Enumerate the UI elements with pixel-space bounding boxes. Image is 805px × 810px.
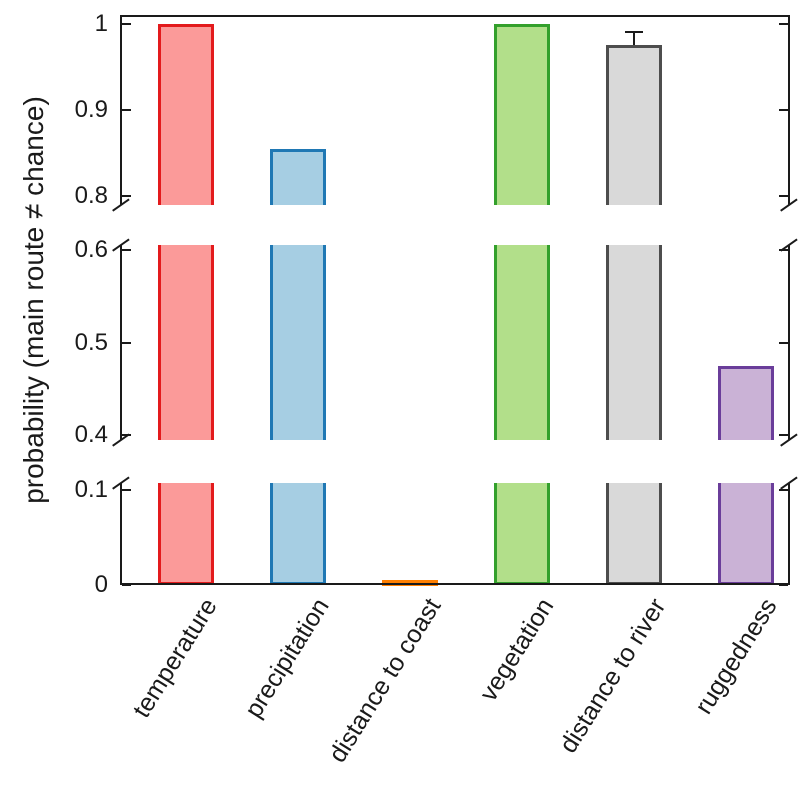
y-tick-mark	[122, 248, 131, 251]
y-tick-label-0.4: 0.4	[74, 421, 108, 449]
bar-temperature	[158, 23, 214, 205]
error-bar-line-distance-to-river	[633, 32, 635, 46]
bar-distance-to-river	[606, 245, 662, 440]
y-tick-mark	[779, 434, 788, 437]
axis-segment-1: 0.4 0.5 0.6	[75, 237, 798, 447]
x-tick-label-ruggedness: ruggedness	[689, 593, 783, 720]
x-tick-label-temperature: temperature	[127, 593, 223, 723]
y-tick-mark	[779, 22, 788, 25]
bar-temperature	[158, 245, 214, 440]
y-tick-mark	[779, 584, 788, 586]
y-tick-mark	[122, 22, 131, 25]
bar-ruggedness	[718, 483, 774, 585]
y-tick-label-0.6: 0.6	[74, 235, 108, 263]
error-bar-cap-distance-to-river	[625, 31, 643, 34]
bar-temperature	[158, 483, 214, 585]
bar-vegetation	[494, 483, 550, 585]
y-tick-label-0.5: 0.5	[74, 328, 108, 356]
bar-vegetation	[494, 245, 550, 440]
bar-ruggedness	[718, 365, 774, 440]
y-tick-mark	[122, 584, 131, 586]
y-tick-mark	[122, 341, 131, 344]
y-axis-right-spine	[788, 15, 790, 205]
y-tick-mark	[122, 195, 131, 198]
bar-distance-to-river	[606, 45, 662, 205]
y-tick-mark	[779, 109, 788, 111]
axis-segment-2: 0 0.1	[75, 476, 798, 597]
bar-vegetation	[494, 23, 550, 205]
y-tick-label-0: 0	[94, 571, 108, 598]
bar-precipitation	[270, 148, 326, 205]
bar-distance-to-river	[606, 483, 662, 585]
y-axis-right-spine	[788, 245, 790, 440]
x-tick-label-distance-to-river: distance to river	[553, 593, 671, 758]
x-tick-label-vegetation: vegetation	[474, 593, 559, 707]
y-tick-mark	[779, 195, 788, 198]
x-axis-line	[120, 583, 790, 585]
bar-precipitation	[270, 245, 326, 440]
y-tick-mark	[122, 109, 131, 111]
y-tick-mark	[779, 488, 788, 491]
x-tick-label-distance-to-coast: distance to coast	[323, 593, 447, 768]
y-axis-left-spine	[120, 483, 122, 585]
y-tick-label-0.8: 0.8	[74, 182, 108, 210]
x-tick-label-precipitation: precipitation	[239, 593, 335, 723]
top-spine	[120, 15, 790, 17]
y-axis-left-spine	[120, 245, 122, 440]
y-tick-label-0.9: 0.9	[74, 96, 108, 123]
axis-segment-0: 0.8 0.9 1	[75, 11, 798, 212]
y-tick-mark	[122, 488, 131, 491]
y-tick-mark	[779, 341, 788, 344]
y-tick-label-0.1: 0.1	[74, 475, 108, 503]
y-axis-left-spine	[120, 15, 122, 205]
y-tick-label-1: 1	[94, 9, 108, 37]
bar-precipitation	[270, 483, 326, 585]
y-axis-right-spine	[788, 483, 790, 585]
